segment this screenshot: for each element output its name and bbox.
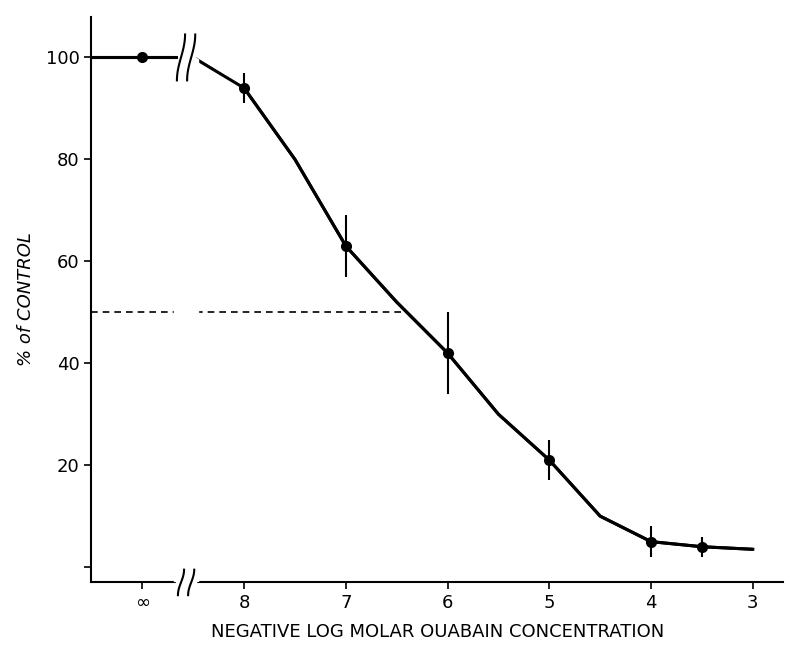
Y-axis label: % of CONTROL: % of CONTROL xyxy=(17,233,34,367)
X-axis label: NEGATIVE LOG MOLAR OUABAIN CONCENTRATION: NEGATIVE LOG MOLAR OUABAIN CONCENTRATION xyxy=(210,623,664,642)
